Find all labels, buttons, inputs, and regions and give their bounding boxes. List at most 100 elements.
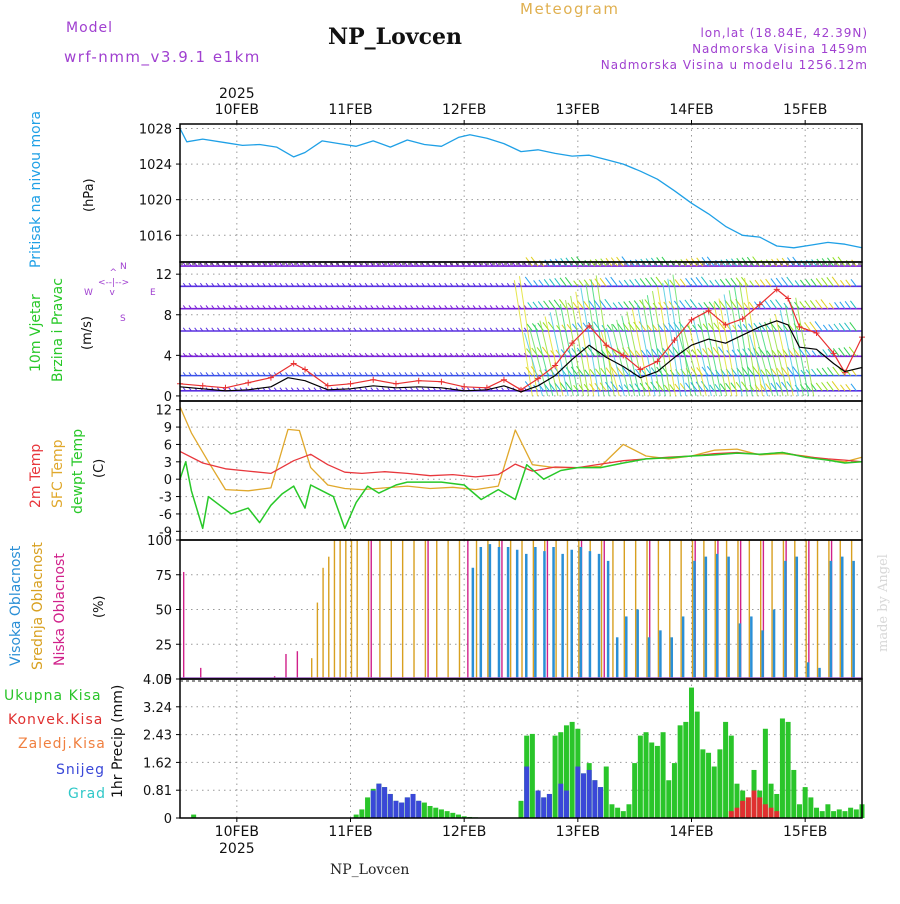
precip-y-tick-label: 2.43 (143, 729, 172, 744)
wind-fan-stroke (790, 301, 810, 397)
precip-bar (620, 811, 626, 818)
model-value: wrf-nmm_v3.9.1 e1km (64, 48, 261, 66)
wind-barb (554, 382, 562, 392)
wind-barb (336, 305, 340, 309)
wind-barb (478, 305, 482, 309)
wind-fan-stroke (518, 276, 538, 397)
precip-bar (717, 749, 723, 818)
wind-gust-marker (756, 301, 763, 308)
wind-barb (685, 278, 692, 287)
wind-barb (296, 305, 300, 309)
wind-barb (512, 372, 516, 376)
wind-fan-stroke (672, 274, 692, 397)
temperature-y-tick-label: 0 (164, 473, 172, 488)
wind-gust-marker (688, 316, 695, 323)
wind-barb (410, 327, 414, 332)
model-label: Model (66, 20, 114, 36)
wind-barb (398, 282, 403, 287)
wind-gust-marker (813, 330, 820, 337)
temp-unit-label: (C) (92, 458, 107, 478)
wind-y-tick-label: 12 (155, 268, 172, 283)
wind-barb (455, 352, 459, 357)
wind-barb (667, 347, 675, 357)
wind-barb (804, 322, 812, 332)
wind-barb (415, 387, 420, 392)
wind-barb (786, 381, 795, 392)
wind-barb (285, 282, 289, 287)
wind-barb (353, 305, 357, 309)
precip-bar (831, 811, 837, 818)
wind-barb (583, 300, 590, 309)
wind-barb (543, 279, 550, 287)
wind-barb (604, 277, 613, 287)
wind-barb (532, 301, 539, 309)
wind-barb (285, 305, 289, 309)
wind-barb (194, 327, 198, 332)
wind-barb (268, 387, 272, 392)
wind-barb (489, 327, 493, 332)
wind-barb (421, 262, 425, 267)
wind-barb (845, 279, 852, 287)
wind-barb (527, 302, 533, 309)
wind-barb (387, 305, 391, 309)
wind-barb (489, 352, 493, 357)
wind-barb (584, 369, 590, 376)
x-tick-label-bottom: 13FEB (556, 824, 600, 840)
wind-barb (461, 352, 465, 357)
precip-bar (711, 766, 717, 818)
wind-barb (313, 372, 317, 376)
wind-barb (415, 262, 420, 267)
wind-gust-marker (654, 358, 661, 365)
wind-barb (840, 280, 846, 287)
wind-gust-marker (370, 376, 377, 383)
wind-barb (404, 372, 408, 376)
precip-bar (546, 793, 552, 818)
wind-barb (324, 305, 329, 309)
wind-fan-stroke (687, 323, 707, 397)
wind-barb (438, 282, 442, 287)
wind-barb (820, 299, 829, 309)
wind-barb (472, 352, 476, 357)
precip-bar (808, 797, 814, 818)
wind-barb (398, 262, 403, 267)
wind-barb (828, 302, 834, 309)
wind-barb (777, 324, 783, 332)
wind-barb (489, 305, 493, 309)
wind-barb (530, 366, 539, 376)
precip-bar (535, 790, 541, 818)
wind-barb (194, 262, 198, 267)
wind-gust-marker (603, 342, 610, 349)
wind-barb (533, 280, 539, 287)
wind-barb (593, 299, 601, 309)
cloud-unit-label: (%) (92, 595, 107, 619)
wind-barb (753, 322, 761, 332)
wind-barb (404, 387, 408, 392)
wind-barb (364, 387, 368, 392)
wind-barb (501, 305, 505, 309)
wind-barb (353, 282, 357, 287)
precip-y-tick-label: 0 (164, 812, 172, 827)
wind-barb (559, 277, 567, 287)
precip-bar (848, 807, 854, 818)
wind-barb (656, 366, 664, 376)
wind-barb (222, 327, 226, 332)
precip-bar (842, 811, 848, 818)
wind-barb (635, 368, 641, 376)
wind-barb (831, 276, 840, 287)
precip-bar (814, 807, 820, 818)
wind-fan-stroke (575, 291, 595, 397)
precip-bar (563, 790, 569, 818)
wind-barb (461, 282, 465, 287)
wind-barb (662, 347, 670, 357)
wind-barb (285, 262, 289, 267)
wind-barb (273, 262, 278, 267)
precip-bar (723, 721, 729, 818)
wind-barb (612, 323, 619, 332)
station-footer: NP_Lovcen (330, 862, 410, 878)
wind-barb (804, 300, 812, 309)
wind-fan-stroke (631, 307, 651, 397)
wind-barb (815, 299, 823, 309)
wind-barb (834, 302, 840, 309)
wind-barb (290, 352, 295, 357)
